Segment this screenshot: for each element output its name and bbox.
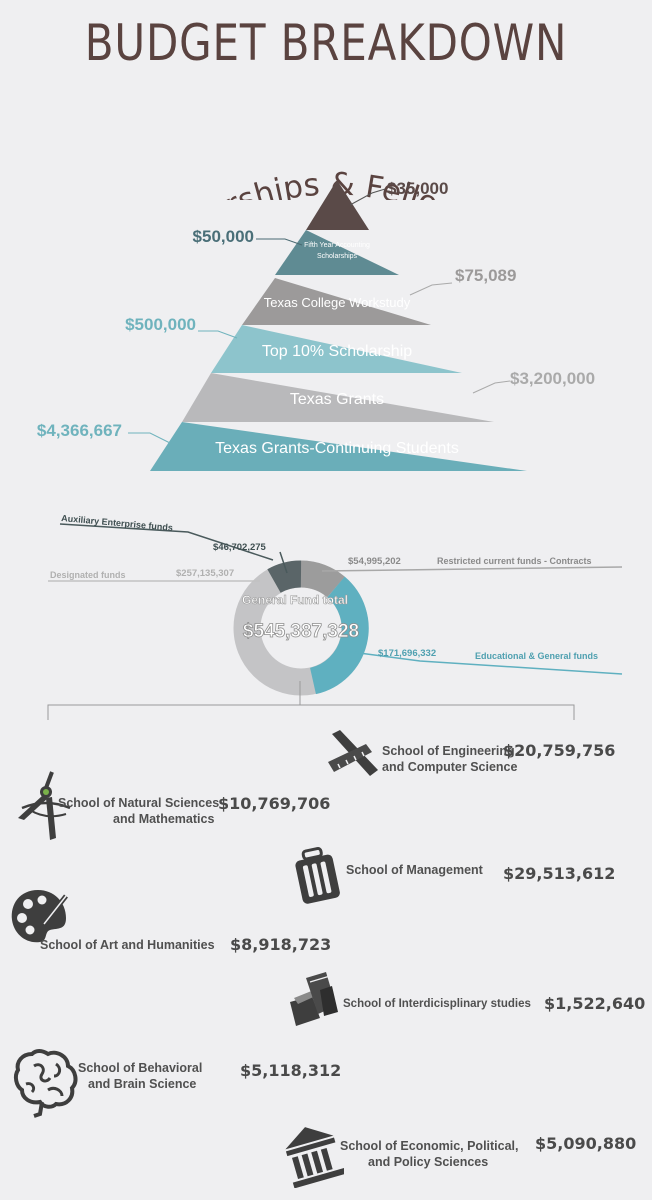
tier-6-amount: $4,366,667: [37, 421, 122, 440]
school-natural-sciences-name: School of Natural Sciences and Mathemati…: [58, 795, 219, 827]
palette-icon: [11, 890, 68, 943]
books-icon: [290, 972, 338, 1026]
educational-underline: [343, 650, 623, 675]
tier-4-amount: $500,000: [125, 315, 196, 334]
pyramid-tier-2: [275, 230, 399, 275]
designated-label: Designated funds: [50, 570, 126, 580]
pillar-building-icon: [285, 1127, 344, 1188]
donut-segment-restricted: [300, 560, 345, 598]
tier-4-label: Top 10% Scholarship: [262, 343, 412, 360]
school-behavioral-amount: $5,118,312: [240, 1061, 342, 1080]
school-natural-sciences-line2: and Mathematics: [113, 812, 215, 826]
compass-atom-icon: [18, 771, 71, 840]
donut-segment-auxiliary: [267, 560, 302, 594]
school-natural-sciences-amount: $10,769,706: [218, 794, 331, 813]
leader-line-2: [256, 238, 303, 246]
school-engineering-amount: $20,759,756: [503, 741, 616, 760]
tier-2-amount: $50,000: [193, 227, 254, 246]
school-management-name: School of Management: [346, 863, 483, 877]
school-management-amount: $29,513,612: [503, 864, 616, 883]
educational-label: Educational & General funds: [475, 651, 598, 661]
tier-5-amount: $3,200,000: [510, 369, 595, 388]
school-natural-sciences-line1: School of Natural Sciences: [58, 796, 220, 810]
bracket: [47, 704, 575, 720]
tier-2-label-line1: Fifth Year Accounting: [304, 242, 370, 249]
tier-5-label: Texas Grants: [290, 391, 384, 408]
restricted-value: $54,995,202: [348, 556, 401, 567]
school-behavioral-line1: School of Behavioral: [78, 1061, 203, 1075]
leader-line-6: [128, 432, 171, 444]
school-economic-line1: School of Economic, Political,: [340, 1139, 519, 1153]
tier-2-label-line2: Scholarships: [317, 253, 358, 260]
school-interdisciplinary-amount: $1,522,640: [544, 994, 646, 1013]
tier-6-label: Texas Grants-Continuing Students: [215, 440, 459, 457]
pyramid-tier-3: [242, 278, 431, 325]
auxiliary-value: $46,702,275: [213, 542, 267, 553]
school-engineering-name: School of Engineering and Computer Scien…: [382, 743, 517, 775]
auxiliary-underline: [59, 523, 274, 561]
tier-3-amount: $75,089: [455, 266, 516, 285]
school-behavioral-name: School of Behavioral and Brain Science: [78, 1060, 202, 1092]
school-economic-line2: and Policy Sciences: [368, 1155, 489, 1169]
leader-line-3: [409, 282, 453, 296]
restricted-label: Restricted current funds - Contracts: [437, 556, 592, 566]
pyramid-tier-5: [182, 373, 494, 422]
general-fund-value: $545,387,328: [243, 621, 359, 642]
donut-segment-educational: [309, 576, 369, 695]
pyramid-tier-6: [150, 422, 527, 471]
auxiliary-leader: [279, 551, 288, 574]
scholarship-pyramid: Fifth Year Accounting Scholarships Texas…: [37, 179, 595, 471]
auxiliary-label: Auxiliary Enterprise funds: [61, 515, 173, 533]
school-economic-amount: $5,090,880: [535, 1134, 637, 1153]
pyramid-tier-1: [306, 180, 369, 230]
school-engineering-line1: School of Engineering: [382, 744, 515, 758]
tier-3-label: Texas College Workstudy: [264, 295, 411, 310]
tier-1-amount: $35,000: [387, 179, 448, 198]
donut-ring: [233, 560, 369, 696]
school-art-humanities-amount: $8,918,723: [230, 935, 332, 954]
brain-icon: [13, 1049, 78, 1118]
school-art-humanities-name: School of Art and Humanities: [40, 938, 215, 952]
school-economic-name: School of Economic, Political, and Polic…: [340, 1138, 519, 1170]
leader-line-1: [349, 188, 386, 206]
briefcase-icon: [295, 846, 340, 904]
school-interdisciplinary-name: School of Interdicisplinary studies: [343, 998, 531, 1010]
leader-line-5: [472, 380, 511, 394]
general-fund-label: General Fund total: [242, 593, 348, 607]
school-engineering-line2: and Computer Science: [382, 760, 518, 774]
designated-value: $257,135,307: [176, 568, 234, 579]
restricted-underline: [321, 566, 623, 572]
ruler-triangle-icon: [328, 730, 378, 776]
funds-donut-chart: General Fund total $545,387,328 Auxiliar…: [47, 515, 623, 720]
pyramid-tier-4: [211, 325, 462, 373]
educational-value: $171,696,332: [378, 648, 436, 659]
leader-line-4: [198, 330, 238, 339]
school-behavioral-line2: and Brain Science: [88, 1077, 197, 1091]
page-title: BUDGET BREAKDOWN: [84, 14, 568, 72]
